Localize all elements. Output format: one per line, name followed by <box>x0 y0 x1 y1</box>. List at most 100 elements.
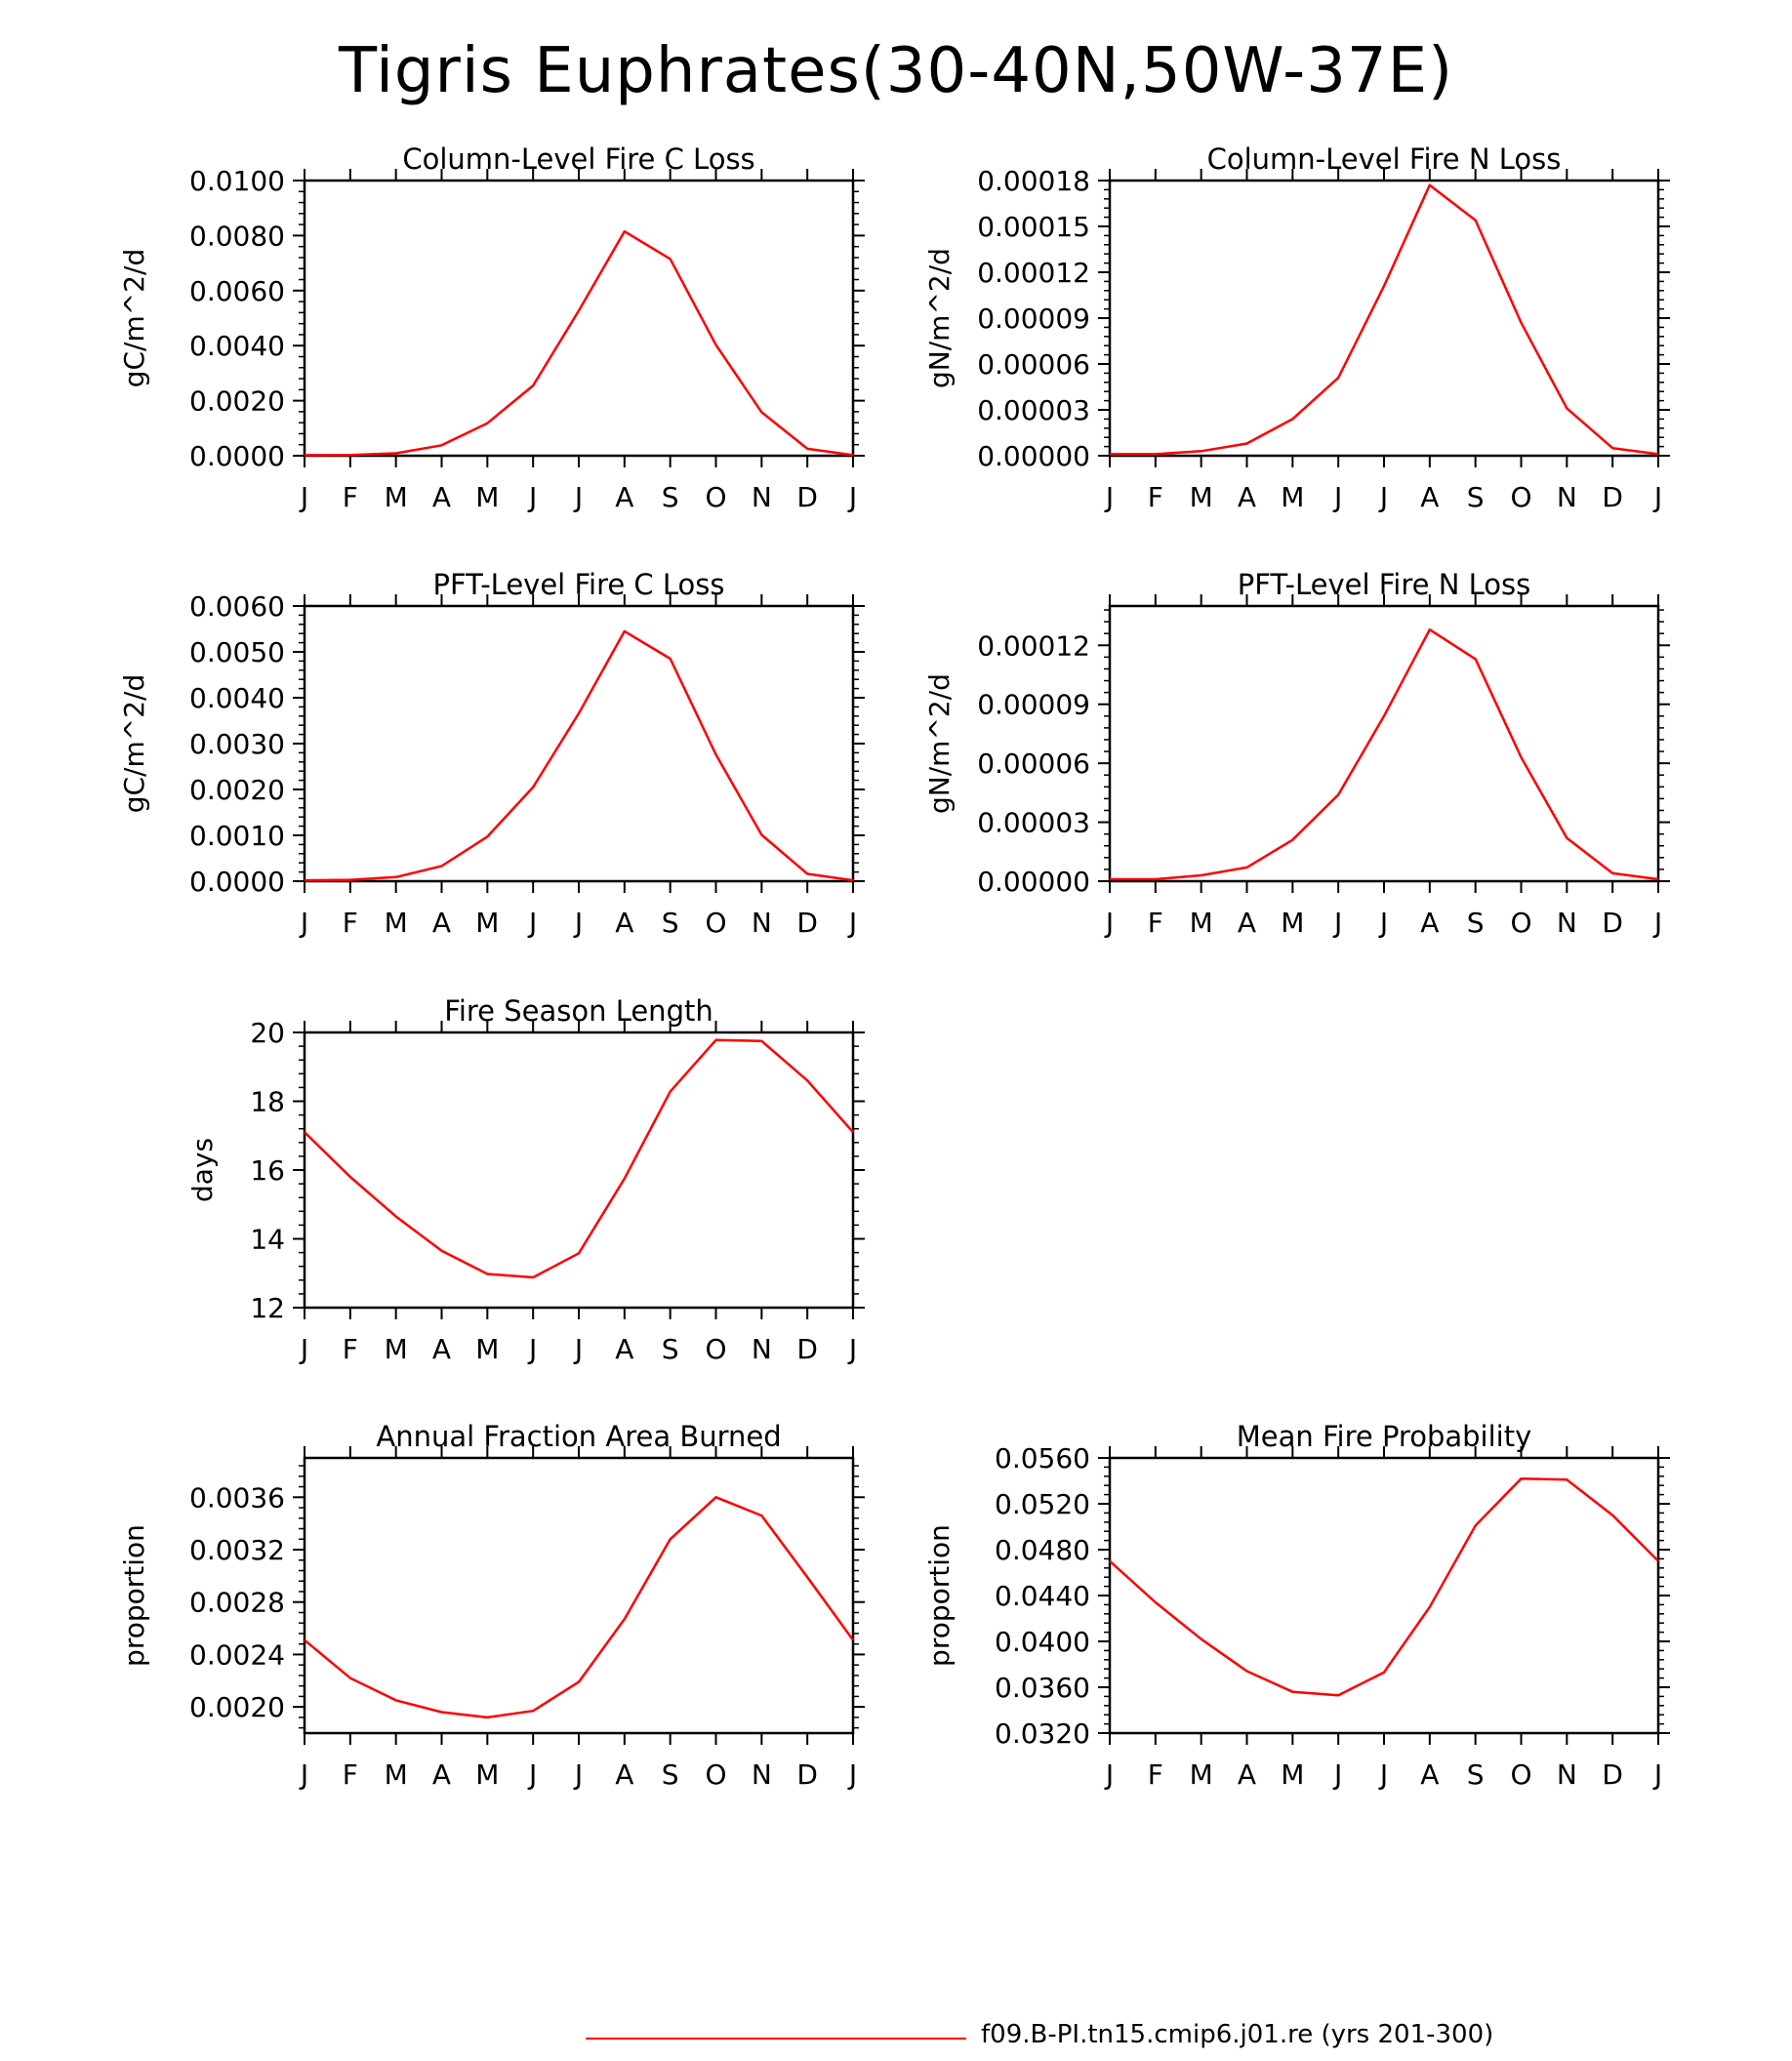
y-tick-label: 0.0440 <box>995 1580 1090 1612</box>
x-tick-label: D <box>1602 1758 1623 1791</box>
x-tick-label: A <box>432 1758 451 1791</box>
y-tick-label: 0.0400 <box>995 1626 1090 1658</box>
x-tick-label: M <box>385 1758 408 1791</box>
y-axis-label: proportion <box>923 1524 956 1667</box>
x-tick-label: J <box>1104 907 1114 939</box>
x-tick-label: O <box>1510 481 1531 513</box>
x-tick-label: J <box>299 481 308 513</box>
y-tick-label: 0.00006 <box>977 748 1090 780</box>
x-tick-label: S <box>662 481 679 513</box>
x-tick-label: N <box>752 1333 772 1365</box>
x-tick-label: A <box>1238 907 1256 939</box>
x-tick-label: D <box>796 481 818 513</box>
y-tick-label: 0.0020 <box>189 1691 285 1723</box>
series-line <box>1109 1476 1659 1697</box>
x-tick-label: J <box>1104 1758 1114 1791</box>
x-tick-label: M <box>1190 1758 1213 1791</box>
x-tick-label: O <box>705 481 726 513</box>
x-tick-label: M <box>1281 1758 1304 1791</box>
x-tick-label: J <box>1332 481 1342 513</box>
x-tick-label: N <box>752 907 772 939</box>
y-tick-label: 0.0010 <box>189 820 285 852</box>
x-tick-label: D <box>796 907 818 939</box>
x-tick-label: A <box>432 1333 451 1365</box>
plot-frame <box>303 1030 855 1310</box>
legend-line-swatch <box>586 2038 966 2040</box>
y-tick-label: 0.0480 <box>995 1534 1090 1566</box>
x-tick-label: M <box>1190 481 1213 513</box>
x-tick-label: A <box>1420 907 1439 939</box>
x-tick-label: J <box>847 481 857 513</box>
x-tick-label: O <box>705 907 726 939</box>
series-line <box>304 229 854 457</box>
x-tick-label: J <box>1378 481 1388 513</box>
x-tick-label: M <box>1281 481 1304 513</box>
x-tick-label: S <box>1467 1758 1485 1791</box>
x-tick-label: M <box>475 1758 499 1791</box>
x-tick-label: D <box>796 1758 818 1791</box>
plot-frame <box>1108 604 1660 883</box>
x-tick-label: J <box>1652 1758 1662 1791</box>
x-tick-label: O <box>705 1333 726 1365</box>
x-tick-label: D <box>1602 907 1623 939</box>
y-tick-label: 0.0360 <box>995 1672 1090 1704</box>
x-tick-label: S <box>1467 481 1485 513</box>
x-tick-label: A <box>615 1333 633 1365</box>
x-tick-label: M <box>385 481 408 513</box>
y-tick-label: 0.0032 <box>189 1534 285 1566</box>
x-tick-label: A <box>615 907 633 939</box>
y-tick-label: 0.0040 <box>189 682 285 714</box>
x-tick-label: A <box>1420 1758 1439 1791</box>
x-tick-label: N <box>752 1758 772 1791</box>
x-tick-label: F <box>1148 1758 1163 1791</box>
y-tick-label: 16 <box>250 1154 285 1187</box>
y-tick-label: 0.00015 <box>977 211 1090 243</box>
y-axis-label: gC/m^2/d <box>118 249 150 388</box>
y-axis-label: days <box>186 1138 219 1202</box>
x-tick-label: J <box>847 907 857 939</box>
x-tick-label: J <box>573 481 583 513</box>
y-axis-label: gC/m^2/d <box>118 674 150 814</box>
x-tick-label: O <box>1510 907 1531 939</box>
x-tick-label: J <box>1332 1758 1342 1791</box>
x-tick-label: J <box>1104 481 1114 513</box>
x-tick-label: J <box>1652 907 1662 939</box>
plot-frame <box>303 179 855 458</box>
y-tick-label: 0.00012 <box>977 257 1090 289</box>
y-tick-label: 18 <box>250 1086 285 1118</box>
y-tick-label: 0.00006 <box>977 348 1090 381</box>
y-tick-label: 0.0560 <box>995 1442 1090 1475</box>
x-tick-label: J <box>299 1333 308 1365</box>
series-line <box>304 1496 855 1719</box>
x-tick-label: A <box>432 907 451 939</box>
x-tick-label: D <box>796 1333 818 1365</box>
legend-label: f09.B-PI.tn15.cmip6.j01.re (yrs 201-300) <box>981 2020 1494 2049</box>
y-axis-label: gN/m^2/d <box>923 248 956 388</box>
x-tick-label: F <box>343 1333 358 1365</box>
x-tick-label: J <box>1378 907 1388 939</box>
y-tick-label: 0.0060 <box>189 275 285 307</box>
plot-frame <box>1108 1456 1660 1735</box>
x-tick-label: J <box>527 1333 537 1365</box>
y-tick-label: 0.0060 <box>189 590 285 623</box>
y-axis-label: proportion <box>118 1524 150 1667</box>
x-tick-label: A <box>1238 481 1256 513</box>
y-tick-label: 0.00018 <box>977 165 1090 197</box>
y-tick-label: 0.0520 <box>995 1488 1090 1520</box>
y-tick-label: 0.0100 <box>189 165 285 197</box>
x-tick-label: M <box>385 907 408 939</box>
x-tick-label: M <box>475 481 499 513</box>
y-tick-label: 0.0020 <box>189 385 285 418</box>
y-tick-label: 0.0080 <box>189 220 285 252</box>
x-tick-label: A <box>615 1758 633 1791</box>
y-tick-label: 0.0024 <box>189 1638 285 1671</box>
x-tick-label: J <box>299 907 308 939</box>
x-tick-label: N <box>752 481 772 513</box>
x-tick-label: M <box>1190 907 1213 939</box>
x-tick-label: J <box>573 1758 583 1791</box>
y-tick-label: 0.0320 <box>995 1718 1090 1750</box>
x-tick-label: N <box>1557 907 1577 939</box>
